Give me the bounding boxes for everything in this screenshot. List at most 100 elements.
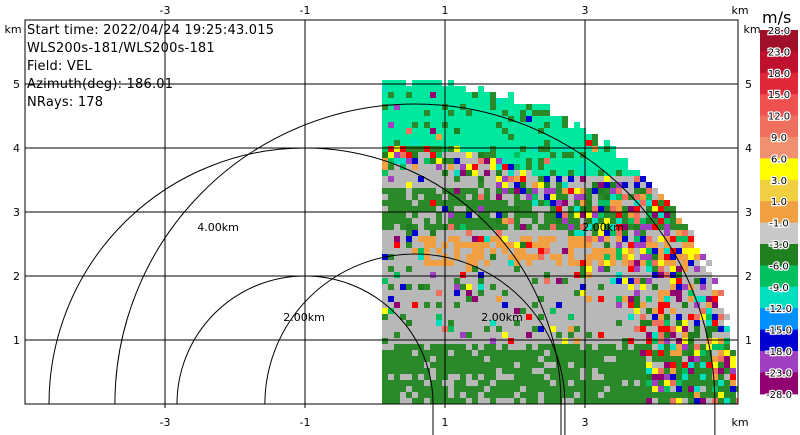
radar-gate [550,326,556,332]
radar-gate [514,248,520,254]
radar-gate [574,158,580,164]
radar-gate [472,302,478,308]
radar-gate [646,248,652,254]
radar-gate [664,398,670,404]
radar-gate [526,194,532,200]
radar-gate [586,398,592,404]
radar-gate [532,206,538,212]
radar-gate [724,332,730,338]
radar-gate [694,362,700,368]
radar-gate [496,200,502,206]
radar-gate [568,146,574,152]
radar-gate [406,206,412,212]
radar-gate [574,320,580,326]
radar-gate [400,158,406,164]
radar-gate [394,170,400,176]
radar-gate [526,302,532,308]
radar-gate [466,140,472,146]
radar-gate [676,302,682,308]
radar-gate [496,122,502,128]
radar-gate [472,368,478,374]
radar-gate [430,290,436,296]
radar-gate [658,248,664,254]
radar-gate [538,338,544,344]
radar-gate [418,116,424,122]
radar-gate [466,98,472,104]
radar-gate [382,98,388,104]
radar-gate [628,338,634,344]
radar-gate [412,398,418,404]
radar-gate [430,386,436,392]
radar-gate [538,260,544,266]
radar-gate [676,260,682,266]
radar-gate [574,326,580,332]
radar-gate [508,140,514,146]
radar-gate [604,218,610,224]
radar-gate [580,380,586,386]
radar-gate [472,182,478,188]
radar-gate [526,374,532,380]
colorbar-swatch [760,308,798,331]
radar-gate [640,356,646,362]
radar-gate [382,212,388,218]
radar-gate [400,230,406,236]
radar-gate [424,260,430,266]
radar-gate [412,386,418,392]
radar-gate [538,122,544,128]
radar-gate [466,176,472,182]
radar-gate [502,134,508,140]
radar-gate [502,164,508,170]
radar-gate [436,362,442,368]
radar-gate [664,212,670,218]
radar-gate [706,290,712,296]
radar-gate [520,212,526,218]
radar-gate [604,200,610,206]
radar-gate [640,350,646,356]
radar-gate [478,122,484,128]
radar-gate [532,134,538,140]
radar-gate [526,326,532,332]
radar-gate [556,206,562,212]
radar-gate [544,374,550,380]
radar-gate [424,278,430,284]
radar-gate [394,242,400,248]
radar-gate [688,272,694,278]
radar-gate [682,236,688,242]
radar-gate [526,362,532,368]
radar-gate [418,134,424,140]
radar-gate [514,260,520,266]
radar-gate [652,368,658,374]
radar-gate [598,350,604,356]
radar-gate [550,128,556,134]
radar-gate [448,254,454,260]
radar-gate [466,290,472,296]
radar-gate [490,116,496,122]
radar-gate [472,164,478,170]
radar-gate [490,392,496,398]
radar-gate [598,290,604,296]
radar-gate [616,380,622,386]
radar-gate [550,140,556,146]
radar-gate [496,230,502,236]
radar-gate [562,170,568,176]
radar-gate [424,272,430,278]
radar-gate [622,170,628,176]
radar-gate [490,230,496,236]
radar-gate [502,398,508,404]
radar-gate [640,386,646,392]
radar-gate [538,164,544,170]
radar-gate [382,344,388,350]
radar-gate [472,98,478,104]
radar-gate [496,194,502,200]
radar-gate [658,302,664,308]
radar-gate [568,374,574,380]
radar-gate [568,200,574,206]
radar-gate [592,146,598,152]
radar-gate [538,290,544,296]
radar-gate [514,326,520,332]
radar-gate [520,350,526,356]
radar-gate [682,398,688,404]
radar-gate [514,302,520,308]
radar-gate [562,260,568,266]
radar-gate [484,248,490,254]
